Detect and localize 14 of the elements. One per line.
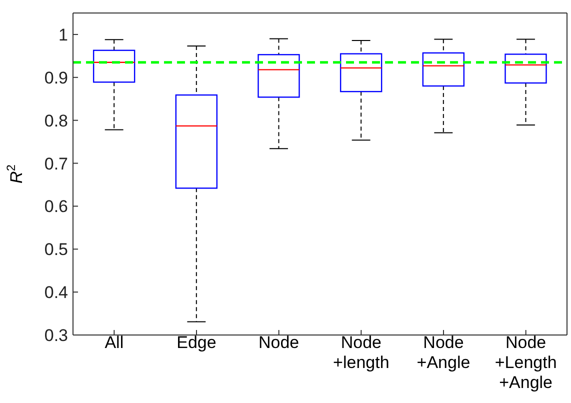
x-tick-label: Node xyxy=(258,333,300,352)
y-tick-label: 0.9 xyxy=(44,68,68,88)
y-tick-label: 0.3 xyxy=(44,326,68,346)
y-tick-label: 0.6 xyxy=(44,197,68,216)
y-tick-label: 0.8 xyxy=(44,111,68,130)
y-tick-label: 0.4 xyxy=(44,283,68,302)
y-tick-label: 1 xyxy=(58,26,68,44)
x-tick-label: All xyxy=(104,333,124,352)
y-tick-label: 0.7 xyxy=(44,154,68,174)
x-tick-label: Edge xyxy=(176,333,216,352)
x-tick-label: Node +Length +Angle xyxy=(494,333,557,392)
x-tick-label: Node +length xyxy=(333,333,390,372)
x-tick-label: Node +Angle xyxy=(416,333,470,372)
y-tick-label: 0.5 xyxy=(44,240,68,260)
